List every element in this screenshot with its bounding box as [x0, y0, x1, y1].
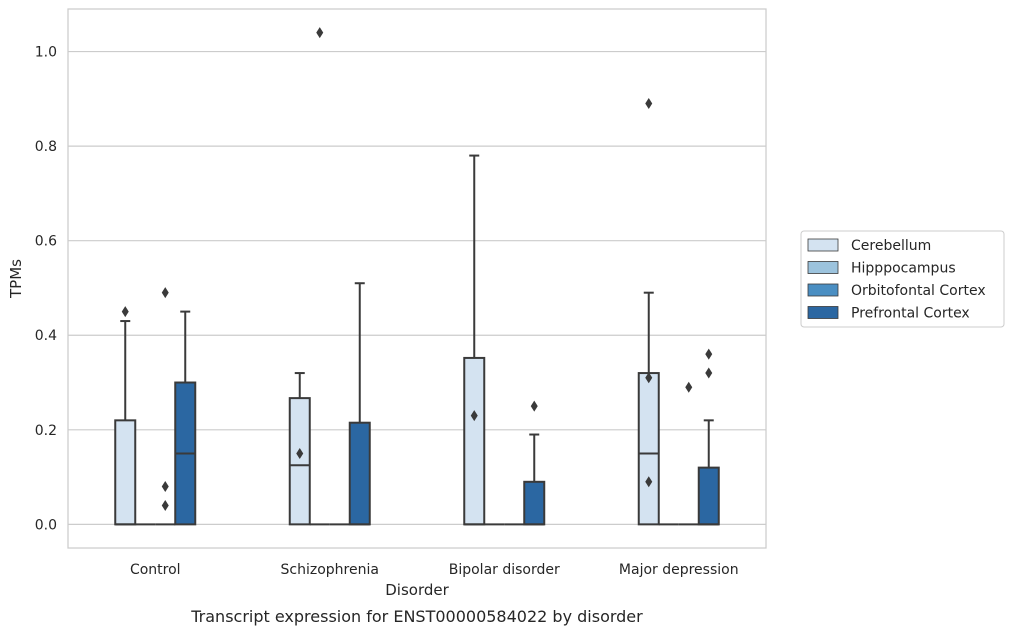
outlier-point — [121, 306, 129, 318]
legend-label: Orbitofontal Cortex — [851, 283, 986, 299]
box-body — [523, 480, 546, 526]
outlier-point — [645, 372, 653, 384]
x-tick-labels: Control Schizophrenia Bipolar disorder Majo… — [130, 562, 739, 578]
box-cerebellum — [463, 154, 486, 526]
box-body — [637, 372, 660, 526]
box-body — [348, 421, 371, 526]
legend-swatch — [807, 238, 839, 252]
outlier-point — [530, 400, 538, 412]
box-cerebellum — [637, 291, 660, 526]
box-cerebellum — [114, 320, 137, 526]
x-tick-label: Schizophrenia — [281, 562, 379, 578]
box-prefrontal-cortex — [523, 433, 546, 526]
box-body — [463, 356, 486, 526]
outlier-points — [121, 27, 713, 511]
y-tick-label: 1.0 — [35, 45, 57, 61]
outlier-point — [161, 287, 169, 299]
outlier-point — [705, 367, 713, 379]
box-cerebellum — [288, 372, 311, 526]
legend-label: Cerebellum — [851, 238, 931, 254]
plot-frame — [67, 8, 767, 549]
x-tick-label: Bipolar disorder — [449, 562, 560, 578]
outlier-point — [645, 476, 653, 488]
legend-frame — [800, 230, 1005, 328]
boxes — [114, 154, 720, 526]
legend-label: Prefrontal Cortex — [851, 306, 970, 322]
legend-label: Hipppocampus — [851, 261, 956, 277]
chart-caption: Transcript expression for ENST0000058402… — [190, 607, 643, 626]
outlier-point — [161, 499, 169, 511]
x-tick-label: Control — [130, 562, 181, 578]
box-prefrontal-cortex — [174, 310, 197, 526]
legend-items: Cerebellum Hipppocampus Orbitofontal Corte… — [807, 238, 986, 322]
y-tick-label: 0.8 — [35, 139, 57, 155]
outlier-point — [645, 98, 653, 110]
y-tick-labels: 0.0 0.2 0.4 0.6 0.8 1.0 — [35, 45, 57, 534]
outlier-point — [685, 381, 693, 393]
box-body — [114, 419, 137, 526]
legend: Cerebellum Hipppocampus Orbitofontal Corte… — [800, 230, 1005, 328]
outlier-point — [705, 348, 713, 360]
outlier-point — [296, 447, 304, 459]
y-tick-label: 0.2 — [35, 423, 57, 439]
legend-swatch — [807, 261, 839, 274]
box-body — [288, 397, 311, 526]
legend-swatch — [807, 306, 839, 319]
y-tick-label: 0.4 — [35, 328, 57, 344]
x-axis-title: Disorder — [385, 581, 449, 599]
outlier-point — [161, 481, 169, 493]
y-tick-label: 0.6 — [35, 234, 57, 250]
legend-swatch — [807, 283, 839, 297]
box-body — [697, 466, 720, 526]
y-tick-label: 0.0 — [35, 517, 57, 533]
x-tick-label: Major depression — [619, 562, 739, 578]
outlier-point — [316, 27, 324, 39]
outlier-point — [470, 410, 478, 422]
y-axis-title: TPMs — [7, 259, 25, 299]
box-prefrontal-cortex — [697, 419, 720, 526]
box-prefrontal-cortex — [348, 282, 371, 526]
